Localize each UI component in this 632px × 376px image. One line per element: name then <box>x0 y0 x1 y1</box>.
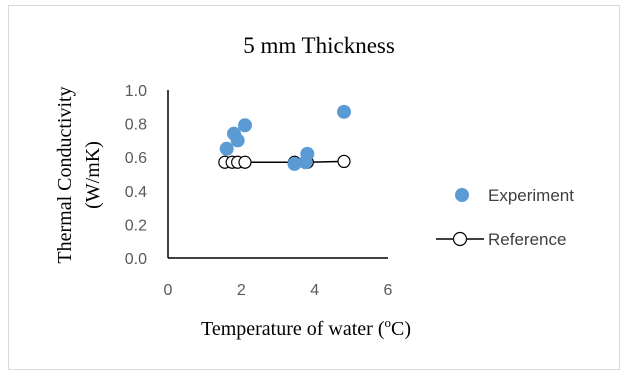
experiment-point <box>337 104 351 119</box>
x-tick-label: 4 <box>310 282 319 299</box>
y-tick-label: 0.2 <box>125 217 147 234</box>
chart-title: 5 mm Thickness <box>243 33 395 58</box>
legend-reference-marker <box>452 231 468 247</box>
experiment-point <box>230 133 245 148</box>
experiment-point <box>238 118 252 133</box>
x-axis-title-main: Temperature of water ( <box>201 318 385 340</box>
x-tick-label: 6 <box>384 282 393 299</box>
x-tick-label: 0 <box>164 282 173 299</box>
x-axis-title: Temperature of water (oC) <box>201 315 411 340</box>
chart-frame <box>8 5 620 370</box>
legend-reference-label: Reference <box>488 230 566 249</box>
y-tick-label: 1.0 <box>125 83 147 100</box>
reference-point <box>238 155 252 169</box>
x-tick-labels: 0 2 4 6 <box>164 282 393 299</box>
y-axis-title-line1: Thermal Conductivity <box>54 86 76 263</box>
reference-point <box>337 154 351 168</box>
x-axis-title-sup: o <box>385 315 392 330</box>
legend-experiment-label: Experiment <box>488 186 574 205</box>
x-axis-title-end: C) <box>391 318 411 340</box>
experiment-point <box>300 146 315 161</box>
y-tick-labels: 0.0 0.2 0.4 0.6 0.8 1.0 <box>125 83 147 268</box>
x-tick-label: 2 <box>237 282 246 299</box>
experiment-point <box>219 141 234 156</box>
y-axis-title: Thermal Conductivity (W/mK) <box>54 86 104 263</box>
legend-experiment-marker <box>455 188 469 202</box>
experiment-point <box>287 156 302 171</box>
y-axis-title-line2: (W/mK) <box>82 141 104 209</box>
reference-series <box>218 154 351 169</box>
y-tick-label: 0.6 <box>125 150 147 167</box>
y-tick-label: 0.4 <box>125 184 147 201</box>
legend: Experiment Reference <box>436 186 574 249</box>
y-tick-label: 0.8 <box>125 117 147 134</box>
experiment-series <box>219 104 351 171</box>
y-tick-label: 0.0 <box>125 251 147 268</box>
